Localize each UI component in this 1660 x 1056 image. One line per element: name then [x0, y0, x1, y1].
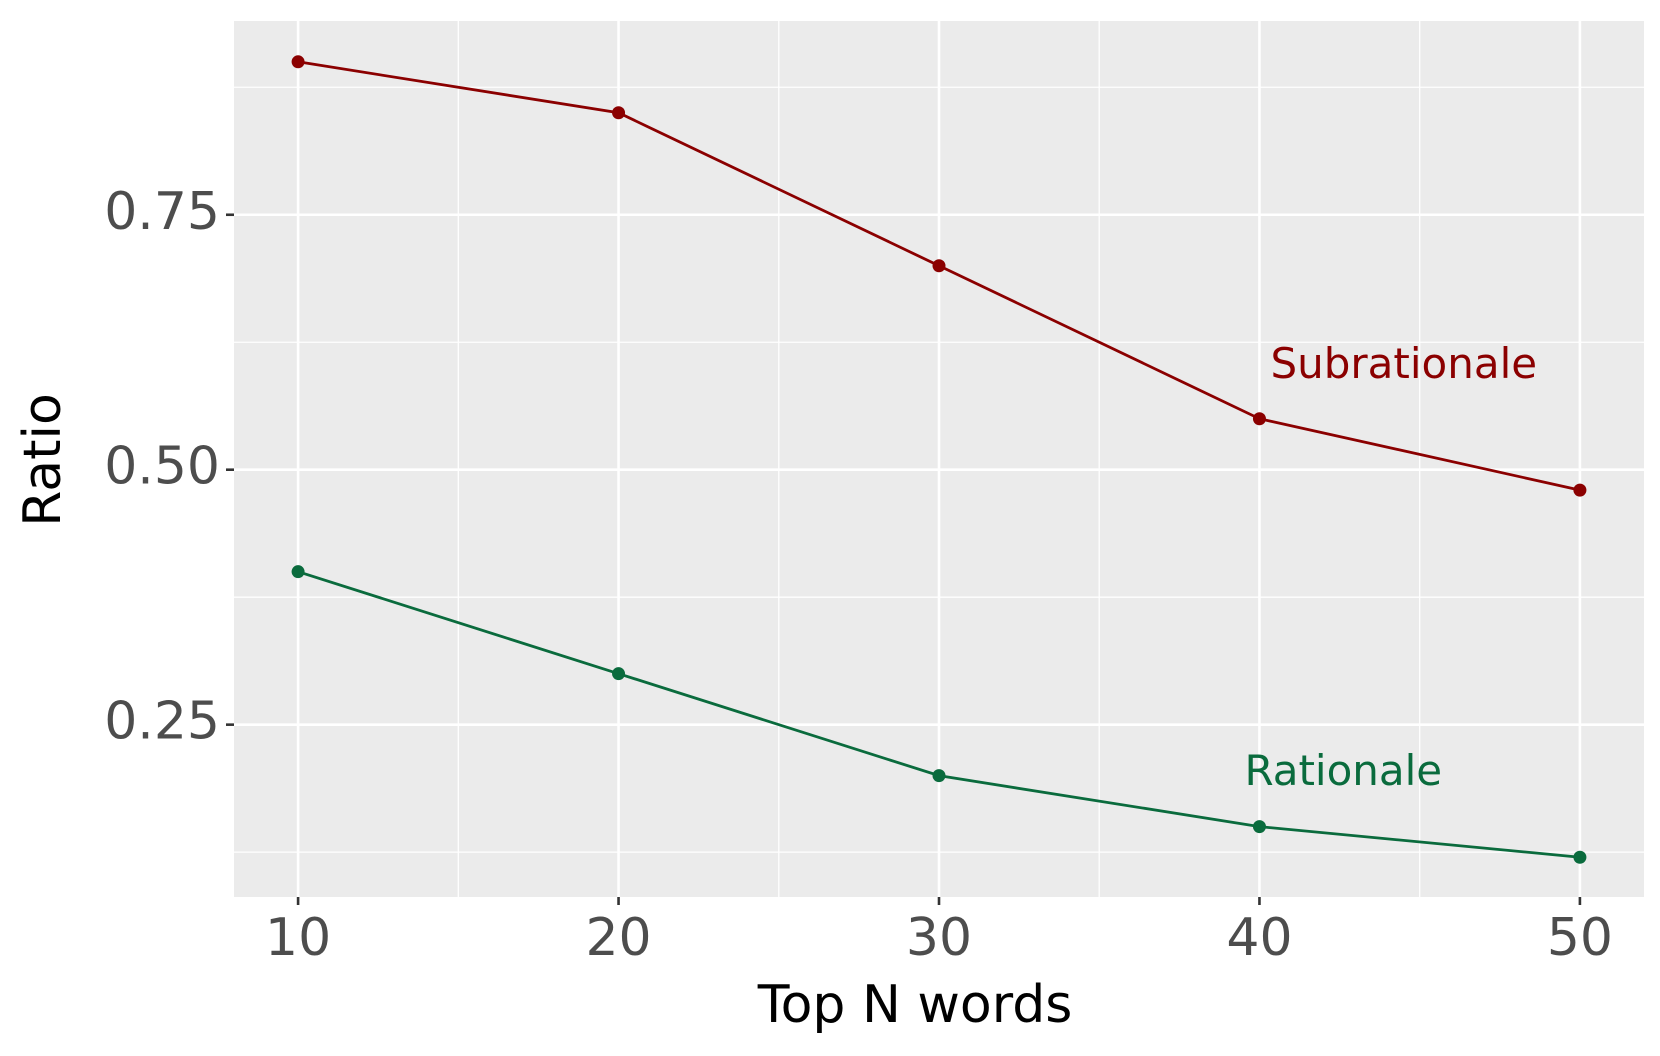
point — [1573, 483, 1587, 497]
point — [291, 565, 305, 579]
y-tick-label: 0.75 — [104, 182, 220, 242]
x-tick-label: 20 — [585, 908, 651, 968]
x-axis-title: Top N words — [757, 975, 1073, 1035]
y-tick-label: 0.25 — [104, 692, 220, 752]
point — [932, 769, 946, 783]
y-tick-label: 0.50 — [104, 437, 220, 497]
series-label: Subrationale — [1270, 339, 1537, 388]
point — [612, 106, 626, 120]
point — [1252, 820, 1266, 834]
x-tick-label: 30 — [906, 908, 972, 968]
x-tick-label: 50 — [1547, 908, 1613, 968]
point — [291, 55, 305, 69]
point — [1252, 412, 1266, 426]
point — [612, 667, 626, 681]
x-tick-label: 40 — [1226, 908, 1292, 968]
series-label: Rationale — [1244, 746, 1442, 795]
point — [932, 259, 946, 273]
point — [1573, 850, 1587, 864]
x-tick-label: 10 — [265, 908, 331, 968]
y-axis-title: Ratio — [13, 393, 73, 527]
